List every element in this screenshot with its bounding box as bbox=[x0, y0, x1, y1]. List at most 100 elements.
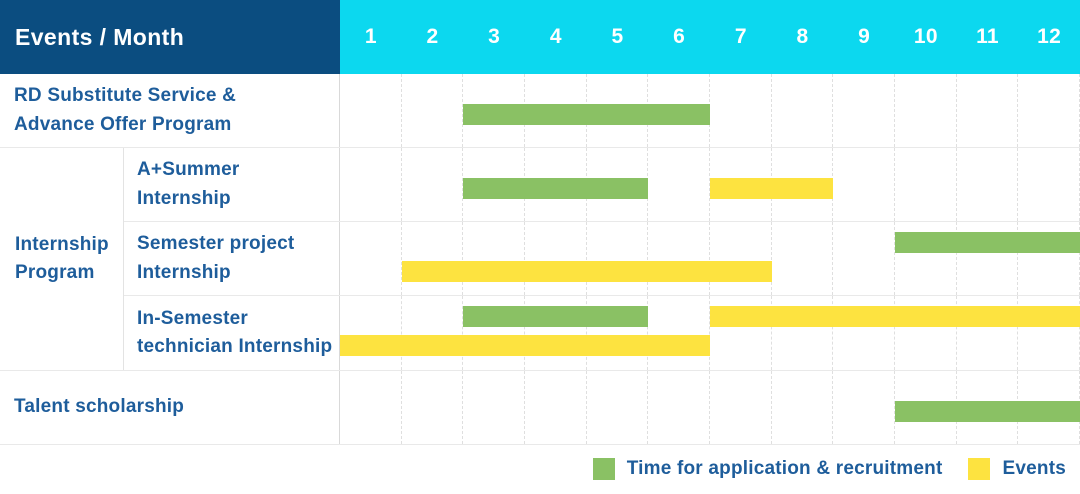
legend-item: Time for application & recruitment bbox=[592, 458, 943, 480]
table-row: Semester project Internship bbox=[124, 222, 1080, 296]
label-line: Internship bbox=[137, 187, 231, 209]
row-label: Semester project Internship bbox=[124, 222, 340, 295]
label-line: Internship bbox=[137, 261, 231, 283]
event-bar bbox=[340, 335, 710, 356]
month-gridcell bbox=[525, 296, 587, 370]
month-gridcell bbox=[648, 222, 711, 295]
month-gridcell bbox=[402, 296, 464, 370]
recruitment-bar bbox=[463, 104, 710, 125]
label-line: Internship bbox=[15, 233, 109, 255]
month-gridcell bbox=[710, 74, 772, 147]
events-month-title: Events / Month bbox=[15, 23, 185, 50]
row-label: Talent scholarship bbox=[0, 371, 340, 444]
month-gridcell bbox=[340, 148, 402, 221]
table-row: Talent scholarship bbox=[0, 371, 1080, 445]
row-label: In-Semester technician Internship bbox=[124, 296, 340, 370]
recruitment-bar bbox=[463, 306, 649, 327]
month-header-label: 3 bbox=[488, 25, 501, 48]
month-header-label: 7 bbox=[734, 25, 747, 48]
month-gridcell bbox=[340, 371, 402, 444]
month-gridcell bbox=[1018, 74, 1080, 147]
chart-cell bbox=[340, 222, 1080, 295]
label-line: RD Substitute Service & bbox=[14, 85, 237, 106]
month-header-label: 10 bbox=[913, 25, 938, 48]
month-header-label: 6 bbox=[673, 25, 686, 48]
recruitment-bar bbox=[895, 401, 1080, 422]
month-gridcell bbox=[587, 371, 649, 444]
month-gridcell bbox=[402, 148, 464, 221]
table-header-row: Events / Month 1 2 3 4 5 6 7 8 9 10 11 12 bbox=[0, 0, 1080, 74]
row-group: Internship Program A+Summer Internship Semes… bbox=[0, 148, 1080, 371]
month-header-label: 9 bbox=[858, 25, 871, 48]
label-line: Talent scholarship bbox=[14, 396, 185, 418]
month-gridcell bbox=[895, 148, 957, 221]
chart-cell bbox=[340, 148, 1080, 221]
month-header-label: 8 bbox=[796, 25, 809, 48]
month-header-label: 12 bbox=[1037, 25, 1062, 48]
month-gridcell bbox=[340, 296, 402, 370]
month-gridcell bbox=[772, 74, 834, 147]
chart-cell bbox=[340, 74, 1080, 147]
legend-item: Events bbox=[968, 458, 1066, 480]
row-label: RD Substitute Service & Advance Offer Pro… bbox=[0, 74, 340, 147]
label-line: Advance Offer Program bbox=[14, 113, 232, 135]
month-gridcell bbox=[340, 222, 402, 295]
month-gridcell bbox=[833, 74, 896, 147]
month-header-cells: 1 2 3 4 5 6 7 8 9 10 11 12 bbox=[340, 0, 1080, 74]
month-gridcell bbox=[587, 222, 649, 295]
month-gridcell bbox=[525, 371, 587, 444]
recruitment-swatch bbox=[592, 458, 615, 480]
gantt-body: RD Substitute Service & Advance Offer Pro… bbox=[0, 74, 1080, 445]
month-gridcell bbox=[402, 74, 464, 147]
month-gridcell bbox=[648, 371, 711, 444]
month-gridcell bbox=[772, 371, 834, 444]
event-bar bbox=[710, 178, 834, 199]
recruitment-bar bbox=[895, 232, 1080, 253]
recruitment-bar bbox=[463, 178, 649, 199]
event-bar bbox=[710, 306, 1080, 327]
chart-cell bbox=[340, 296, 1080, 370]
month-gridcell bbox=[895, 222, 957, 295]
month-gridcell bbox=[710, 296, 772, 370]
month-gridcell bbox=[957, 222, 1019, 295]
event-swatch bbox=[968, 458, 991, 480]
month-gridcell bbox=[402, 371, 464, 444]
month-gridcell bbox=[402, 222, 464, 295]
month-gridcell bbox=[463, 296, 526, 370]
chart-cell bbox=[340, 371, 1080, 444]
month-gridcell bbox=[648, 296, 711, 370]
label-line: A+Summer bbox=[137, 159, 240, 180]
month-gridcell bbox=[587, 296, 649, 370]
month-gridcell bbox=[833, 148, 896, 221]
month-gridcell bbox=[463, 222, 526, 295]
month-gridcell bbox=[648, 148, 711, 221]
month-header-label: 5 bbox=[611, 25, 624, 48]
month-gridcell bbox=[772, 222, 834, 295]
label-line: technician Internship bbox=[137, 336, 333, 357]
month-gridcell bbox=[463, 371, 526, 444]
month-header-label: 11 bbox=[976, 25, 999, 48]
label-line: In-Semester bbox=[137, 307, 248, 329]
month-gridcell bbox=[525, 222, 587, 295]
legend: Time for application & recruitment Events bbox=[0, 445, 1080, 493]
month-gridcell bbox=[1018, 148, 1080, 221]
month-gridcell bbox=[833, 296, 896, 370]
row-label: A+Summer Internship bbox=[124, 148, 340, 221]
month-gridcell bbox=[895, 74, 957, 147]
table-row: A+Summer Internship bbox=[124, 148, 1080, 222]
events-month-header-cell: Events / Month bbox=[0, 0, 340, 74]
month-gridcell bbox=[710, 371, 772, 444]
legend-label: Time for application & recruitment bbox=[626, 458, 943, 479]
month-header-label: 1 bbox=[364, 25, 377, 48]
group-label: Internship Program bbox=[0, 148, 124, 370]
month-gridcell bbox=[957, 74, 1019, 147]
month-gridcell bbox=[957, 148, 1019, 221]
label-line: Program bbox=[15, 262, 95, 283]
month-gridcell bbox=[772, 296, 834, 370]
table-row: In-Semester technician Internship bbox=[124, 296, 1080, 370]
month-gridcell bbox=[833, 222, 896, 295]
month-gridcell bbox=[710, 222, 772, 295]
table-row: RD Substitute Service & Advance Offer Pro… bbox=[0, 74, 1080, 148]
month-gridcell bbox=[833, 371, 896, 444]
month-header-label: 4 bbox=[549, 25, 562, 48]
